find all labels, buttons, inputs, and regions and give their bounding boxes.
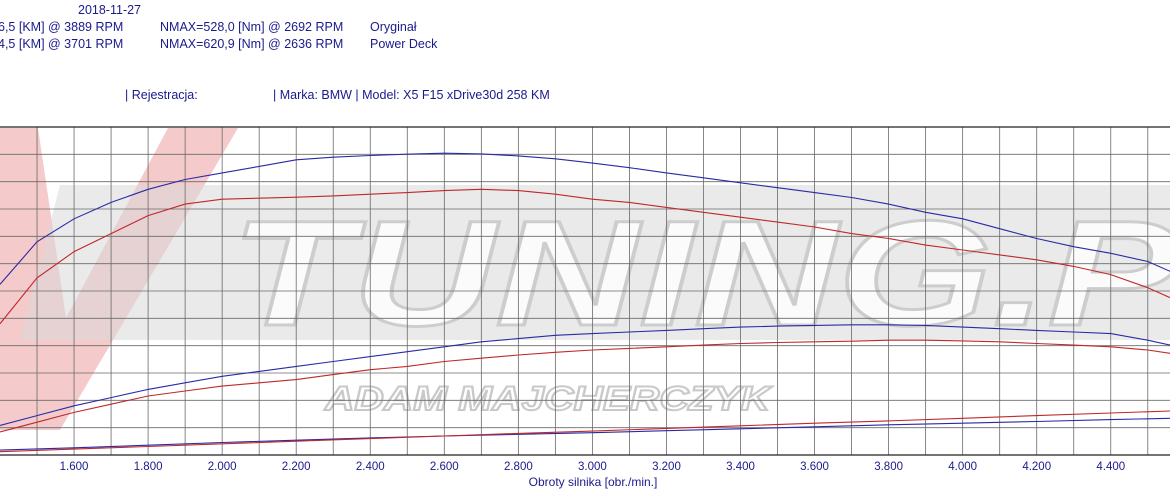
x-tick-label: 2.200 (282, 461, 311, 473)
power-readout-1: 6,5 [KM] @ 3889 RPM (0, 20, 124, 34)
x-tick-label: 3.800 (874, 461, 903, 473)
series-line-4 (0, 339, 1170, 433)
x-tick-label: 4.200 (1022, 461, 1051, 473)
x-tick-label: 3.000 (578, 461, 607, 473)
watermark-brand: TUNING.P (230, 189, 1170, 357)
x-tick-label: 3.400 (726, 461, 755, 473)
test-date: 2018-11-27 (78, 3, 142, 17)
x-tick-label: 3.200 (652, 461, 681, 473)
x-tick-label: 1.600 (60, 461, 89, 473)
x-tick-label: 2.400 (356, 461, 385, 473)
x-tick-label: 2.000 (208, 461, 237, 473)
series-line-1 (0, 152, 1170, 285)
watermark-band (20, 185, 1170, 340)
torque-readout-2: NMAX=620,9 [Nm] @ 2636 RPM (160, 37, 344, 51)
x-tick-label: 4.000 (948, 461, 977, 473)
series-line-6 (0, 410, 1170, 453)
series-line-2 (0, 188, 1170, 325)
chart-series (0, 152, 1170, 453)
series-name-2: Power Deck (370, 37, 438, 51)
x-tick-label: 2.800 (504, 461, 533, 473)
chart-grid (0, 126, 1170, 456)
series-line-5 (0, 417, 1170, 451)
series-name-1: Oryginał (370, 20, 417, 34)
series-line-3 (0, 324, 1170, 427)
vehicle-info: | Marka: BMW | Model: X5 F15 xDrive30d 2… (273, 88, 550, 102)
x-axis-label: Obroty silnika [obr./min.] (529, 475, 658, 489)
registration-label: | Rejestracja: (125, 88, 198, 102)
x-tick-label: 2.600 (430, 461, 459, 473)
watermark-author: ADAM MAJCHERCZYK (324, 380, 773, 418)
power-readout-2: 4,5 [KM] @ 3701 RPM (0, 37, 124, 51)
x-tick-labels: 1.600 1.800 2.000 2.200 2.400 2.600 2.800 3.000… (60, 461, 1125, 473)
x-tick-label: 1.800 (134, 461, 163, 473)
x-tick-label: 3.600 (800, 461, 829, 473)
x-tick-label: 4.400 (1096, 461, 1125, 473)
torque-readout-1: NMAX=528,0 [Nm] @ 2692 RPM (160, 20, 344, 34)
